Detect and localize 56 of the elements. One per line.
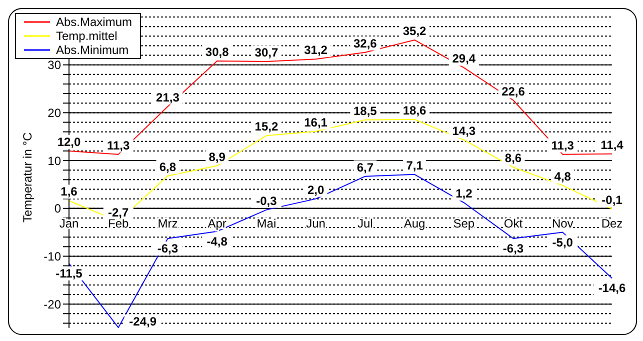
data-label: -6,3 [157,242,178,256]
data-label: 35,2 [402,24,427,38]
data-label: 18,5 [354,104,378,118]
data-label: 4,8 [554,169,572,184]
x-tick-label: Dez [601,216,623,230]
data-label: 18,6 [402,103,427,118]
data-label: -6,3 [502,242,524,256]
x-tick-label: Jul [358,216,373,230]
data-label: 7,1 [406,158,424,172]
data-label: 30,7 [254,45,278,60]
legend-label: Abs.Minimum [56,43,129,57]
data-label: 22,6 [502,84,526,98]
data-label: -4,8 [206,234,228,248]
data-label: 30,8 [205,45,230,60]
y-tick-label: -20 [44,297,62,312]
data-label: -2,7 [108,205,130,220]
x-tick-label: Nov [552,216,574,230]
x-tick-label: Mrz [158,216,178,230]
data-label: 16,1 [304,115,328,130]
y-tick-label: -10 [44,249,62,264]
y-tick-label: 20 [48,106,62,120]
data-label: 11,3 [107,138,130,152]
data-label: 8,6 [504,151,522,166]
y-tick-label: 30 [48,58,62,72]
data-label: -0,1 [602,192,623,207]
data-label: -5,0 [552,235,574,250]
y-axis-title: Temperatur in °C [20,132,34,222]
legend-label: Abs.Maximum [56,15,132,29]
x-tick-label: Sep [453,216,475,230]
legend-label: Temp.mittel [56,29,118,43]
data-label: 21,3 [156,90,180,104]
data-label: -11,5 [56,266,83,280]
data-label: 15,2 [254,120,278,134]
data-label: -14,6 [598,281,626,296]
data-label: 31,2 [304,43,328,58]
data-label: 32,6 [354,36,378,50]
x-tick-label: Mai [256,216,276,230]
data-label: -0,3 [256,194,278,208]
data-label: 2,0 [307,182,324,197]
data-label: 29,4 [452,52,476,66]
data-label: 6,7 [356,160,374,174]
data-label: 6,8 [159,160,176,174]
x-tick-label: Okt [504,216,524,230]
x-tick-label: Aug [404,216,426,230]
y-tick-label: 0 [54,202,62,216]
data-label: 1,6 [60,184,78,199]
data-label: 12,0 [57,134,81,149]
data-label: -24,9 [129,314,157,329]
data-label: 1,2 [456,186,473,201]
data-label: 11,4 [600,138,624,152]
y-tick-label: 10 [48,154,62,168]
x-tick-label: Jun [306,216,326,230]
data-label: 14,3 [452,124,476,138]
data-label: 8,9 [208,150,226,164]
x-tick-label: Apr [208,216,226,230]
data-label: 11,3 [551,138,574,152]
